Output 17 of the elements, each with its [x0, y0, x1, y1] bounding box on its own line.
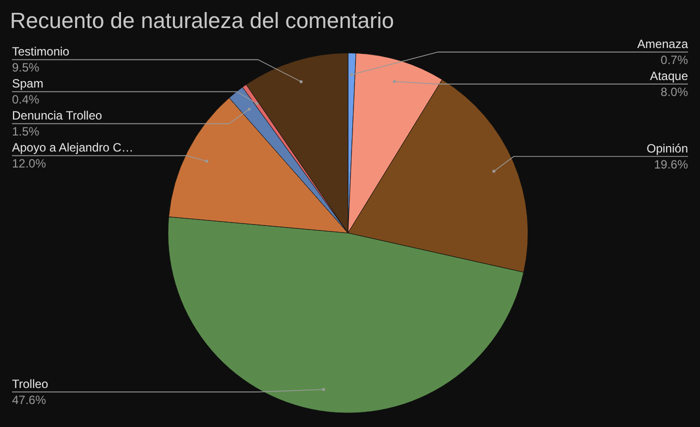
- slice-label: Ataque: [650, 69, 688, 84]
- slice-label: Denuncia Trolleo: [12, 108, 102, 123]
- slice-label: Amenaza: [637, 37, 688, 52]
- chart-title: Recuento de naturaleza del comentario: [10, 8, 394, 33]
- data-label: 8.0%: [660, 85, 688, 100]
- slice-label: Trolleo: [12, 376, 49, 391]
- slice-label: Testimonio: [12, 44, 70, 59]
- slice-label: Apoyo a Alejandro C…: [12, 140, 134, 155]
- data-label: 47.6%: [12, 392, 46, 407]
- data-label: 9.5%: [12, 60, 40, 75]
- data-label: 0.7%: [660, 53, 688, 68]
- slice-label: Opinión: [646, 141, 688, 156]
- slice-label: Spam: [12, 76, 44, 91]
- data-label: 12.0%: [12, 156, 46, 171]
- data-label: 0.4%: [12, 92, 40, 107]
- data-label: 1.5%: [12, 124, 40, 139]
- data-label: 19.6%: [654, 157, 688, 172]
